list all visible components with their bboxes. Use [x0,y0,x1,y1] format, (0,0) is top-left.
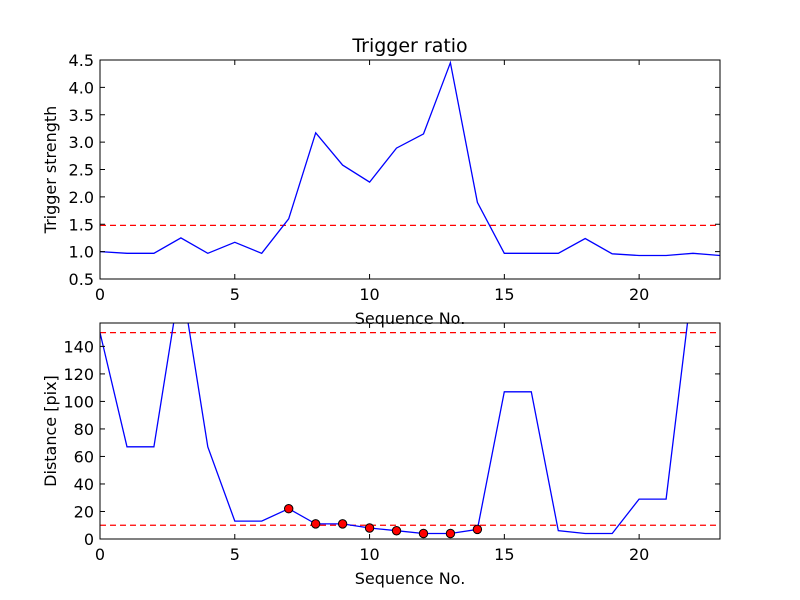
y-tick-label: 0 [84,530,94,549]
x-tick-label: 20 [629,545,649,564]
data-point [310,519,321,529]
x-tick-label: 15 [494,545,514,564]
y-tick-label: 3.5 [69,106,94,125]
plot-area [100,323,720,539]
y-tick-label: 40 [74,475,94,494]
plot-frame [99,322,721,540]
chart-title: Trigger ratio [351,35,467,57]
data-point [445,528,456,539]
x-tick-label: 15 [494,285,514,304]
data-point [337,519,348,529]
x-tick-label: 5 [230,285,240,304]
data-point [418,528,429,539]
plot-frame [99,59,721,280]
y-tick-label: 4.0 [69,78,94,97]
data-point [472,524,483,535]
x-tick-label: 0 [95,285,105,304]
y-tick-label: 120 [63,365,94,384]
x-tick-label: 5 [230,545,240,564]
y-tick-label: 140 [63,337,94,356]
y-tick-label: 1.0 [69,243,94,262]
y-tick-label: 3.0 [69,133,94,152]
x-tick-label: 0 [95,545,105,564]
chart-distance: 0 5 10 15 20 0 20 40 60 80 100 120 140 Sequence No. Di… [41,322,721,588]
y-tick-label: 4.5 [69,51,94,70]
x-axis-label: Sequence No. [355,309,466,328]
y-tick-label: 80 [74,420,94,439]
y-tick-label: 1.5 [69,215,94,234]
x-tick-label: 10 [359,545,379,564]
y-tick-label: 2.0 [69,188,94,207]
y-tick-label: 2.5 [69,161,94,180]
y-tick-label: 0.5 [69,270,94,289]
x-axis-label: Sequence No. [355,569,466,588]
y-axis-label: Trigger strength [41,106,60,235]
y-axis-label: Distance [pix] [41,375,60,487]
data-point [364,523,375,533]
plot-area [100,60,720,257]
x-tick-label: 20 [629,285,649,304]
series-line [100,60,720,257]
y-tick-label: 60 [74,447,94,466]
data-point [391,526,402,536]
data-point [283,504,294,514]
x-tick-label: 10 [359,285,379,304]
chart-trigger-ratio: 0 5 10 15 20 0.5 1.0 1.5 2.0 2.5 3.0 3.5 4.0 4.5 Trigg… [41,35,721,328]
y-tick-label: 100 [63,392,94,411]
y-tick-label: 20 [74,502,94,521]
